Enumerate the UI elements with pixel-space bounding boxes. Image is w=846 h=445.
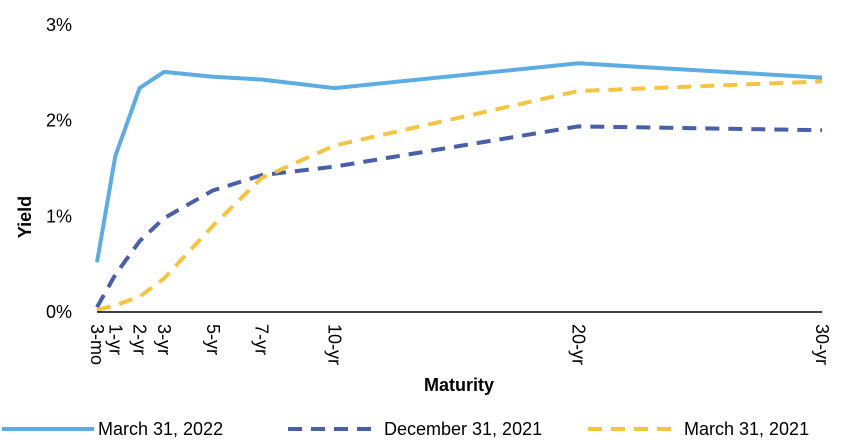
x-tick-label: 7-yr — [251, 324, 271, 355]
y-axis-title: Yield — [15, 196, 35, 238]
x-tick-label: 2-yr — [130, 324, 150, 355]
x-tick-label: 5-yr — [203, 324, 223, 355]
y-axis-ticks: 0% 1% 2% 3% — [46, 15, 72, 322]
x-axis-title: Maturity — [424, 375, 494, 395]
x-tick-label: 10-yr — [325, 324, 345, 365]
y-tick-label: 2% — [46, 111, 72, 131]
series-line-1 — [95, 61, 823, 263]
y-tick-label: 0% — [46, 302, 72, 322]
legend-label-1: March 31, 2022 — [98, 419, 223, 439]
y-tick-label: 3% — [46, 15, 72, 35]
x-tick-label: 30-yr — [812, 324, 832, 365]
y-tick-label: 1% — [46, 206, 72, 226]
x-tick-label: 3-yr — [154, 324, 174, 355]
legend-label-2: December 31, 2021 — [384, 419, 542, 439]
legend: March 31, 2022 December 31, 2021 March 31,… — [2, 419, 809, 439]
plot-area — [95, 61, 823, 313]
series-line-2 — [95, 124, 823, 309]
x-tick-label: 3-mo — [87, 324, 107, 365]
x-tick-label: 1-yr — [105, 324, 125, 355]
series-line-3 — [96, 79, 823, 313]
legend-label-3: March 31, 2021 — [684, 419, 809, 439]
x-tick-label: 20-yr — [568, 324, 588, 365]
x-axis-ticks: 3-mo1-yr 2-yr 3-yr 5-yr 7-yr 10-yr 20-yr 30-yr — [87, 324, 832, 365]
